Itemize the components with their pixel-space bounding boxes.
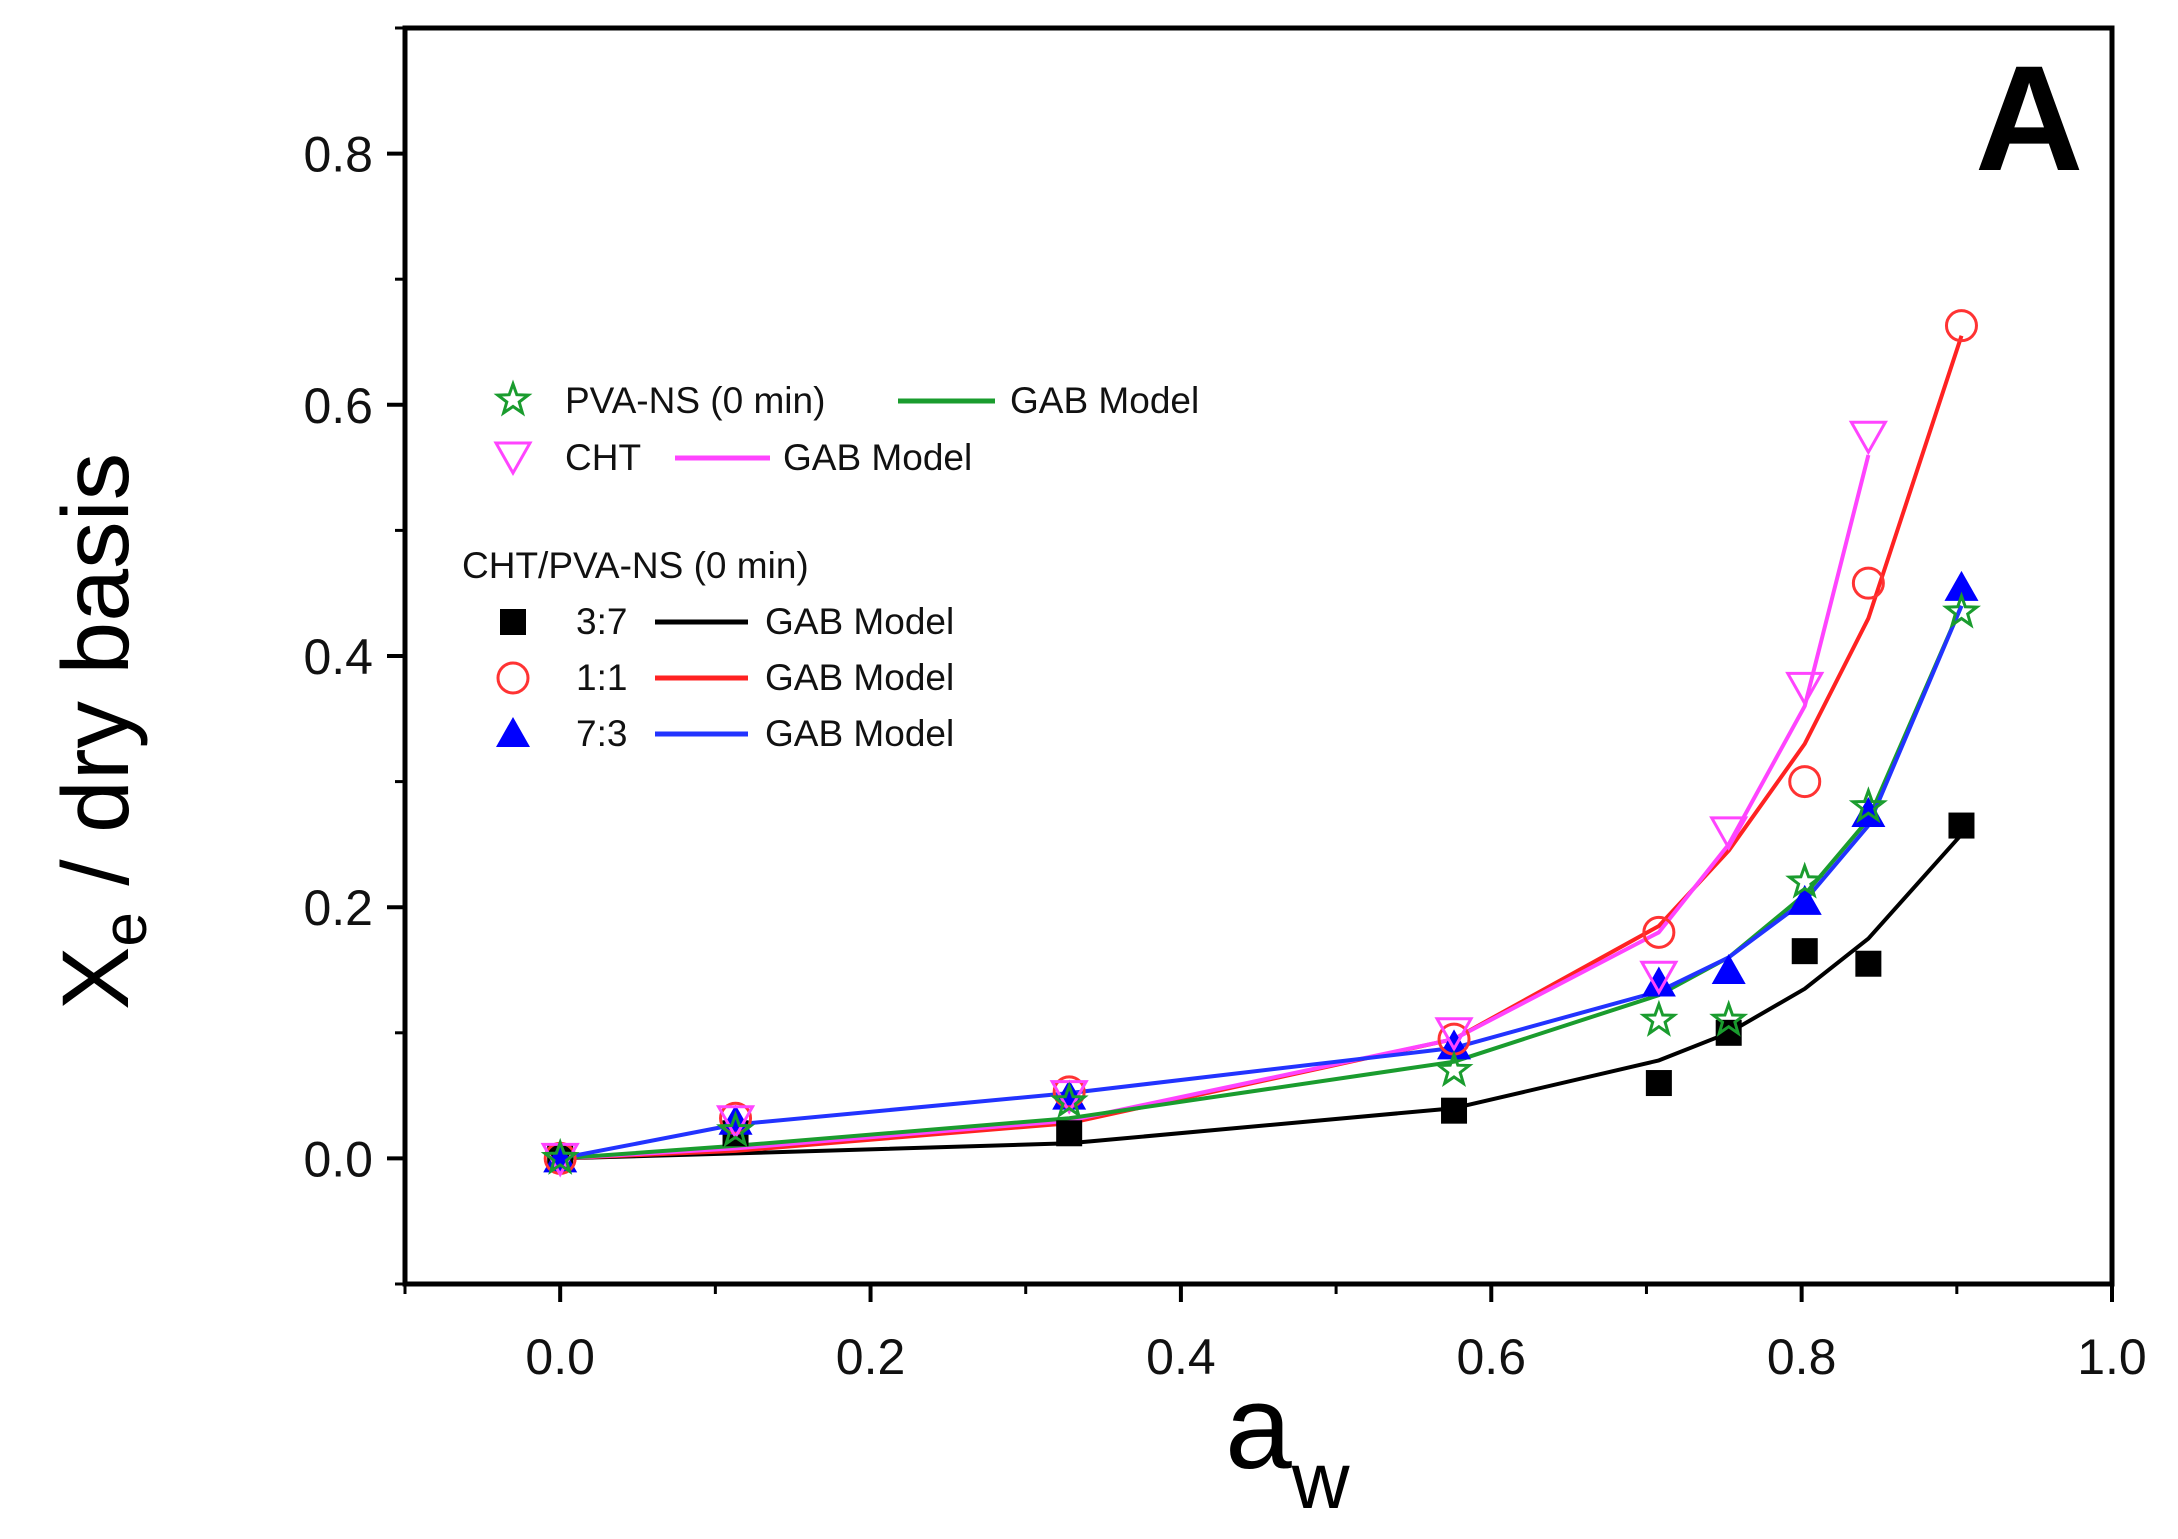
data-point-1-1	[719, 1101, 753, 1135]
x-axis-title: aw	[1225, 1360, 1350, 1525]
y-axis-title-rest: / dry basis	[43, 453, 149, 912]
data-point-pva-ns-0-min	[1639, 999, 1679, 1037]
legend-symbol	[493, 441, 533, 477]
data-point-pva-ns-0-min	[540, 1137, 580, 1175]
x-tick-label: 0.6	[1457, 1329, 1527, 1385]
legend-fit-label-73: GAB Model	[765, 713, 954, 754]
data-point-pva-ns-0-min	[1848, 786, 1888, 824]
data-markers	[540, 309, 1981, 1178]
legend-label-37: 3:7	[576, 601, 627, 642]
data-point-3-7	[1948, 812, 1975, 839]
data-point-pva-ns-0-min	[1434, 1050, 1474, 1087]
legend-symbol	[496, 717, 530, 747]
data-point-1-1	[1642, 915, 1676, 949]
y-tick-label: 0.8	[303, 127, 373, 183]
data-point-pva-ns-0-min	[1049, 1081, 1089, 1119]
data-point-7-3	[718, 1104, 753, 1135]
legend-row-37: 3:7 GAB Model	[500, 601, 954, 642]
data-point-cht	[1709, 816, 1749, 851]
legend-symbol	[493, 379, 533, 417]
legend-label-cht: CHT	[565, 437, 641, 478]
legend-label-pva: PVA-NS (0 min)	[565, 380, 825, 421]
data-point-7-3	[1787, 884, 1822, 915]
y-tick-label: 0.6	[303, 378, 373, 434]
y-tick-label: 0.4	[303, 629, 373, 685]
x-tick-label: 0.4	[1146, 1329, 1216, 1385]
legend-label-73: 7:3	[576, 713, 627, 754]
data-point-1-1	[1851, 566, 1885, 600]
legend-fit-label-37: GAB Model	[765, 601, 954, 642]
data-point-cht	[1785, 671, 1825, 707]
legend-fit-label-cht: GAB Model	[783, 437, 972, 478]
data-point-cht	[1639, 960, 1679, 996]
x-axis-title-main: a	[1225, 1360, 1292, 1494]
data-point-3-7	[1056, 1120, 1083, 1147]
x-tick-label: 0.8	[1767, 1329, 1837, 1385]
legend-fit-label-pva: GAB Model	[1010, 380, 1199, 421]
y-axis-title: Xe / dry basis	[43, 453, 160, 1010]
y-axis-title-main: X	[43, 947, 149, 1010]
data-point-3-7	[1441, 1097, 1468, 1124]
data-point-cht	[1434, 1017, 1474, 1052]
legend-row-11: 1:1 GAB Model	[496, 657, 954, 698]
legend-marker-73	[496, 717, 530, 747]
legend-symbol	[496, 661, 530, 695]
legend-group-title: CHT/PVA-NS (0 min)	[462, 545, 809, 586]
data-point-7-3	[1711, 954, 1746, 984]
y-tick-label: 0.2	[303, 880, 373, 936]
data-point-pva-ns-0-min	[1709, 999, 1749, 1037]
legend-marker-cht	[493, 441, 533, 477]
x-tick-label: 0.0	[525, 1329, 595, 1385]
fit-line-3-7	[560, 833, 1963, 1161]
legend-marker-pva	[493, 379, 533, 417]
x-tick-label: 1.0	[2077, 1329, 2147, 1385]
legend-label-11: 1:1	[576, 657, 627, 698]
data-point-cht	[715, 1105, 756, 1140]
data-point-1-1	[1788, 765, 1822, 799]
data-point-pva-ns-0-min	[716, 1110, 756, 1148]
axis-ticks: 0.0 0.2 0.4 0.6 0.8 1.0 0.0 0.2 0.4 0.6 0.8	[303, 26, 2147, 1385]
legend-row-cht: CHT GAB Model	[493, 437, 972, 478]
x-tick-label: 0.2	[836, 1329, 906, 1385]
data-point-3-7	[1855, 950, 1882, 977]
data-point-pva-ns-0-min	[1942, 591, 1981, 629]
data-point-3-7	[1791, 938, 1818, 965]
x-axis-title-sub: w	[1291, 1436, 1350, 1525]
fit-line-cht	[560, 454, 1871, 1161]
data-point-cht	[1848, 420, 1888, 456]
legend-marker-11	[496, 661, 530, 695]
legend-row-pva: PVA-NS (0 min) GAB Model	[493, 379, 1199, 421]
data-point-7-3	[1641, 966, 1676, 997]
legend: PVA-NS (0 min) GAB Model CHT GAB Model C…	[462, 379, 1199, 754]
y-tick-label: 0.0	[303, 1131, 373, 1187]
plot-frame	[402, 25, 2115, 1287]
legend-symbol	[500, 609, 526, 635]
data-point-pva-ns-0-min	[1785, 861, 1825, 899]
legend-row-73: 7:3 GAB Model	[496, 713, 954, 754]
plot-frame-layer	[402, 25, 2115, 1287]
data-point-7-3	[1944, 570, 1979, 601]
data-point-3-7	[1645, 1070, 1672, 1097]
data-point-1-1	[1944, 309, 1978, 343]
fit-line-1-1	[560, 335, 1964, 1161]
panel-label: A	[1975, 34, 2083, 202]
legend-fit-label-11: GAB Model	[765, 657, 954, 698]
legend-marker-37	[500, 609, 526, 635]
y-axis-title-sub: e	[91, 912, 160, 946]
